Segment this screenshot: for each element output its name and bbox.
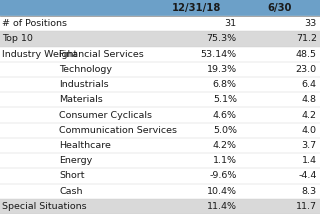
Text: 3.7: 3.7 (302, 141, 317, 150)
Text: Energy: Energy (59, 156, 92, 165)
Text: 5.0%: 5.0% (213, 126, 237, 135)
Text: 23.0: 23.0 (296, 65, 317, 74)
Text: 19.3%: 19.3% (207, 65, 237, 74)
Text: 4.2: 4.2 (302, 110, 317, 120)
Text: Communication Services: Communication Services (59, 126, 177, 135)
Text: 5.1%: 5.1% (213, 95, 237, 104)
Text: Financial Services: Financial Services (59, 50, 144, 59)
Bar (0, 107, 320, 123)
Text: 33: 33 (305, 19, 317, 28)
Text: -9.6%: -9.6% (209, 171, 237, 180)
Text: Consumer Cyclicals: Consumer Cyclicals (59, 110, 152, 120)
Text: 12/31/18: 12/31/18 (172, 3, 221, 13)
Text: 4.6%: 4.6% (213, 110, 237, 120)
Text: Healthcare: Healthcare (59, 141, 111, 150)
Text: 6.8%: 6.8% (213, 80, 237, 89)
Text: Special Situations: Special Situations (2, 202, 86, 211)
Text: 1.1%: 1.1% (213, 156, 237, 165)
Bar (0, 168, 320, 184)
Text: 75.3%: 75.3% (207, 34, 237, 43)
Bar (0, 16, 320, 31)
Text: Technology: Technology (59, 65, 112, 74)
Text: -4.4: -4.4 (299, 171, 317, 180)
Bar (0, 199, 320, 214)
Text: 71.2: 71.2 (296, 34, 317, 43)
Text: Cash: Cash (59, 187, 83, 196)
Text: 10.4%: 10.4% (207, 187, 237, 196)
Text: 8.3: 8.3 (302, 187, 317, 196)
Text: 11.7: 11.7 (296, 202, 317, 211)
Bar (0, 138, 320, 153)
Text: Top 10: Top 10 (2, 34, 32, 43)
Text: 11.4%: 11.4% (207, 202, 237, 211)
Bar (0, 77, 320, 92)
Text: Industry Weight: Industry Weight (2, 50, 77, 59)
Text: Short: Short (59, 171, 85, 180)
Bar (0, 153, 320, 168)
Text: 6/30: 6/30 (268, 3, 292, 13)
Text: Industrials: Industrials (59, 80, 109, 89)
Text: 31: 31 (225, 19, 237, 28)
Bar (0, 31, 320, 46)
Bar (0, 62, 320, 77)
Text: 48.5: 48.5 (296, 50, 317, 59)
Bar (0, 0, 320, 16)
Text: 6.4: 6.4 (302, 80, 317, 89)
Text: 4.2%: 4.2% (213, 141, 237, 150)
Text: 4.8: 4.8 (302, 95, 317, 104)
Text: 4.0: 4.0 (302, 126, 317, 135)
Bar (0, 46, 320, 62)
Text: 53.14%: 53.14% (201, 50, 237, 59)
Text: # of Positions: # of Positions (2, 19, 67, 28)
Bar (0, 184, 320, 199)
Text: Materials: Materials (59, 95, 103, 104)
Bar (0, 92, 320, 107)
Bar (0, 123, 320, 138)
Text: 1.4: 1.4 (302, 156, 317, 165)
